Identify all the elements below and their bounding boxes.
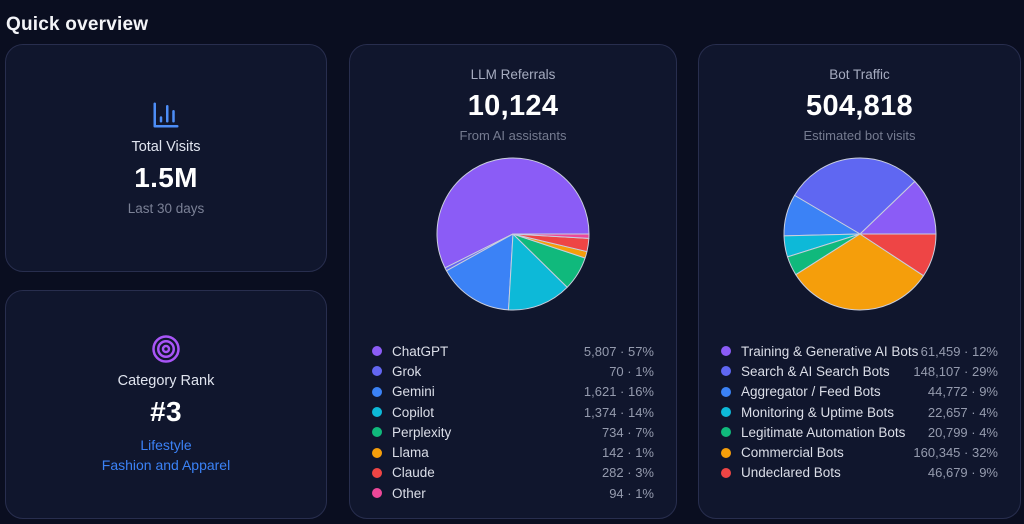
- legend-item-other: Other 94 · 1%: [372, 483, 654, 503]
- legend-value: 5,807 · 57%: [583, 343, 654, 359]
- target-icon: [151, 334, 181, 364]
- legend-label: Training & Generative AI Bots: [741, 343, 919, 359]
- legend-dot-commercial-bots: [721, 447, 731, 458]
- bot-traffic-title: Bot Traffic: [829, 67, 890, 82]
- legend-label: Legitimate Automation Bots: [741, 424, 906, 440]
- legend-value: 70 · 1%: [609, 363, 654, 379]
- llm-referrals-legend: ChatGPT 5,807 · 57% Grok 70 · 1% Gemini 1,621…: [372, 341, 654, 503]
- total-visits-subtitle: Last 30 days: [127, 201, 205, 216]
- total-visits-label: Total Visits: [131, 139, 201, 155]
- legend-label: Copilot: [392, 404, 435, 420]
- legend-dot-llama: [372, 447, 382, 458]
- legend-value: 1,374 · 14%: [583, 404, 654, 420]
- legend-dot-claude: [372, 467, 382, 478]
- page-title: Quick overview: [6, 13, 149, 35]
- legend-item-legitimate-automation-bots: Legitimate Automation Bots 20,799 · 4%: [721, 422, 998, 442]
- category-link-lifestyle[interactable]: Lifestyle: [140, 437, 192, 453]
- legend-label: ChatGPT: [392, 343, 449, 359]
- pie-slice-search-and-ai-search-bots[interactable]: [793, 157, 915, 235]
- pie-slice-training-and-generative-ai-bots[interactable]: [859, 180, 936, 235]
- bar-chart-icon: [151, 100, 181, 130]
- legend-value: 734 · 7%: [601, 424, 654, 440]
- pie-slice-other[interactable]: [512, 233, 590, 239]
- llm-referrals-subtitle: From AI assistants: [459, 128, 567, 143]
- legend-dot-undeclared-bots: [721, 467, 731, 478]
- legend-value: 282 · 3%: [601, 465, 654, 481]
- legend-dot-monitoring-and-uptime-bots: [721, 407, 731, 418]
- legend-value: 44,772 · 9%: [927, 384, 998, 400]
- bot-traffic-total: 504,818: [806, 90, 913, 122]
- legend-label: Aggregator / Feed Bots: [741, 384, 881, 400]
- legend-item-training-and-generative-ai-bots: Training & Generative AI Bots 61,459 · 12…: [721, 341, 998, 361]
- legend-item-claude: Claude 282 · 3%: [372, 463, 654, 483]
- legend-item-gemini: Gemini 1,621 · 16%: [372, 382, 654, 402]
- legend-item-chatgpt: ChatGPT 5,807 · 57%: [372, 341, 654, 361]
- legend-item-monitoring-and-uptime-bots: Monitoring & Uptime Bots 22,657 · 4%: [721, 402, 998, 422]
- legend-item-llama: Llama 142 · 1%: [372, 442, 654, 462]
- category-link-fashion-apparel[interactable]: Fashion and Apparel: [101, 457, 231, 473]
- legend-label: Monitoring & Uptime Bots: [741, 404, 895, 420]
- legend-item-commercial-bots: Commercial Bots 160,345 · 32%: [721, 442, 998, 462]
- legend-dot-chatgpt: [372, 346, 382, 357]
- pie-slice-chatgpt[interactable]: [436, 157, 590, 269]
- bot-traffic-legend: Training & Generative AI Bots 61,459 · 12…: [721, 341, 998, 483]
- legend-value: 160,345 · 32%: [913, 445, 998, 461]
- legend-label: Gemini: [392, 384, 435, 400]
- category-rank-card: Category Rank #3 Lifestyle Fashion and A…: [5, 290, 327, 519]
- legend-value: 20,799 · 4%: [927, 424, 998, 440]
- legend-dot-training-and-generative-ai-bots: [721, 346, 731, 357]
- total-visits-value: 1.5M: [134, 162, 198, 193]
- legend-item-perplexity: Perplexity 734 · 7%: [372, 422, 654, 442]
- legend-dot-other: [372, 488, 382, 499]
- llm-referrals-title: LLM Referrals: [470, 67, 556, 82]
- bot-traffic-subtitle: Estimated bot visits: [803, 128, 916, 143]
- legend-label: Search & AI Search Bots: [741, 363, 890, 379]
- pie-slice-undeclared-bots[interactable]: [859, 233, 936, 277]
- pie-slice-gemini[interactable]: [446, 233, 514, 311]
- legend-label: Other: [392, 485, 426, 501]
- llm-referrals-pie-chart: [435, 156, 591, 312]
- legend-item-aggregator-feed-bots: Aggregator / Feed Bots 44,772 · 9%: [721, 382, 998, 402]
- legend-label: Grok: [392, 363, 422, 379]
- legend-dot-perplexity: [372, 427, 382, 438]
- legend-item-grok: Grok 70 · 1%: [372, 361, 654, 381]
- legend-dot-copilot: [372, 407, 382, 418]
- category-rank-label: Category Rank: [117, 373, 215, 389]
- legend-value: 94 · 1%: [609, 485, 654, 501]
- legend-dot-gemini: [372, 386, 382, 397]
- legend-value: 1,621 · 16%: [583, 384, 654, 400]
- legend-label: Llama: [392, 445, 429, 461]
- llm-referrals-card: LLM Referrals 10,124 From AI assistants …: [349, 44, 677, 519]
- legend-value: 142 · 1%: [601, 445, 654, 461]
- legend-dot-search-and-ai-search-bots: [721, 366, 731, 377]
- legend-item-copilot: Copilot 1,374 · 14%: [372, 402, 654, 422]
- legend-label: Claude: [392, 465, 435, 481]
- legend-dot-legitimate-automation-bots: [721, 427, 731, 438]
- legend-item-undeclared-bots: Undeclared Bots 46,679 · 9%: [721, 463, 998, 483]
- pie-slice-copilot[interactable]: [508, 233, 568, 311]
- legend-dot-aggregator-feed-bots: [721, 386, 731, 397]
- legend-value: 22,657 · 4%: [927, 404, 998, 420]
- legend-dot-grok: [372, 366, 382, 377]
- legend-value: 46,679 · 9%: [927, 465, 998, 481]
- legend-label: Commercial Bots: [741, 445, 844, 461]
- category-rank-value: #3: [150, 396, 182, 427]
- legend-label: Perplexity: [392, 424, 452, 440]
- legend-value: 148,107 · 29%: [913, 363, 998, 379]
- total-visits-card: Total Visits 1.5M Last 30 days: [5, 44, 327, 272]
- legend-value: 61,459 · 12%: [920, 343, 998, 359]
- llm-referrals-total: 10,124: [467, 90, 559, 122]
- pie-slice-commercial-bots[interactable]: [794, 233, 924, 311]
- bot-traffic-pie-chart: [782, 156, 938, 312]
- bot-traffic-card: Bot Traffic 504,818 Estimated bot visits…: [698, 44, 1021, 519]
- legend-item-search-and-ai-search-bots: Search & AI Search Bots 148,107 · 29%: [721, 361, 998, 381]
- legend-label: Undeclared Bots: [741, 465, 841, 481]
